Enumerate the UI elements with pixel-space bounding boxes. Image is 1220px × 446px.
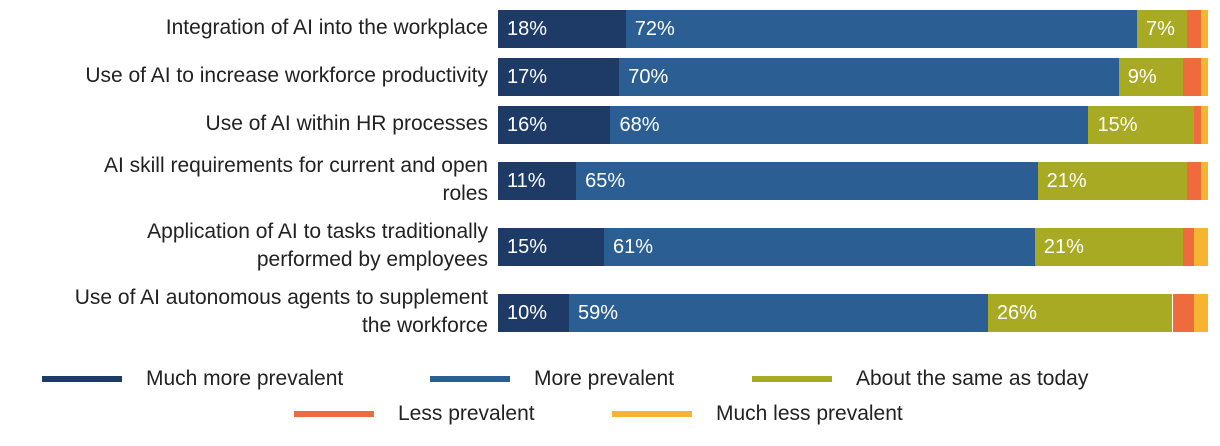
bar-segment	[1200, 10, 1208, 48]
bar-segment	[1034, 228, 1184, 266]
bar-segment	[1088, 106, 1194, 144]
legend-label: Much more prevalent	[146, 367, 344, 390]
data-label: 9%	[1127, 66, 1157, 88]
data-label: 17%	[507, 66, 548, 88]
legend-swatch	[42, 376, 122, 382]
bar-segment	[498, 106, 611, 144]
data-label: 65%	[585, 170, 626, 192]
bar-segment	[498, 10, 626, 48]
bar-segment	[610, 106, 1089, 144]
legend-label: About the same as today	[856, 367, 1089, 390]
bar-segment	[987, 294, 1173, 332]
bar-segment	[1193, 106, 1201, 144]
data-label: 21%	[1043, 236, 1084, 258]
bar-segment	[1118, 58, 1184, 96]
data-label: 16%	[507, 114, 548, 136]
bar-segment	[1200, 162, 1208, 200]
data-label: 18%	[507, 18, 548, 40]
legend-swatch	[752, 376, 832, 382]
bar-segment	[498, 162, 577, 200]
category-label: Integration of AI into the workplace	[165, 16, 488, 39]
legend-label: Much less prevalent	[716, 402, 903, 425]
category-label: the workforce	[361, 314, 488, 337]
data-label: 68%	[619, 114, 660, 136]
legend-swatch	[430, 376, 510, 382]
bar-segment	[569, 294, 988, 332]
bar-segment	[1183, 58, 1201, 96]
bar-segment	[1137, 10, 1187, 48]
bar-segment	[1037, 162, 1187, 200]
category-label: roles	[442, 182, 488, 205]
bar-segment	[1186, 162, 1201, 200]
bar-segment	[1186, 10, 1201, 48]
bar-segment	[498, 294, 569, 332]
bar-segment	[498, 58, 620, 96]
bar-segment	[625, 10, 1137, 48]
bar-segment	[1183, 228, 1194, 266]
legend-label: More prevalent	[534, 367, 675, 390]
legend-swatch	[612, 411, 692, 417]
data-label: 59%	[578, 302, 619, 324]
legend-label: Less prevalent	[398, 402, 535, 425]
bar-segment	[1193, 294, 1208, 332]
data-label: 26%	[996, 302, 1037, 324]
data-label: 7%	[1146, 18, 1175, 40]
data-label: 21%	[1046, 170, 1087, 192]
bar-segment	[1172, 294, 1194, 332]
bar-segment	[498, 228, 604, 266]
data-label: 15%	[1097, 114, 1138, 136]
bar-segment	[603, 228, 1035, 266]
category-label: Use of AI within HR processes	[205, 112, 488, 135]
data-label: 11%	[507, 170, 546, 192]
data-label: 70%	[628, 66, 669, 88]
data-label: 72%	[634, 18, 675, 40]
category-label: Application of AI to tasks traditionally	[147, 220, 488, 243]
data-label: 10%	[507, 302, 548, 324]
category-label: performed by employees	[256, 248, 488, 271]
category-label: AI skill requirements for current and op…	[103, 154, 488, 177]
data-label: 15%	[507, 236, 548, 258]
data-label: 61%	[612, 236, 653, 258]
legend-swatch	[294, 411, 374, 417]
bar-segment	[1200, 106, 1208, 144]
category-label: Use of AI to increase workforce producti…	[85, 64, 488, 87]
bar-segment	[1193, 228, 1208, 266]
category-label: Use of AI autonomous agents to supplemen…	[74, 286, 488, 309]
bar-segment	[1200, 58, 1208, 96]
bar-segment	[619, 58, 1119, 96]
bar-segment	[576, 162, 1038, 200]
